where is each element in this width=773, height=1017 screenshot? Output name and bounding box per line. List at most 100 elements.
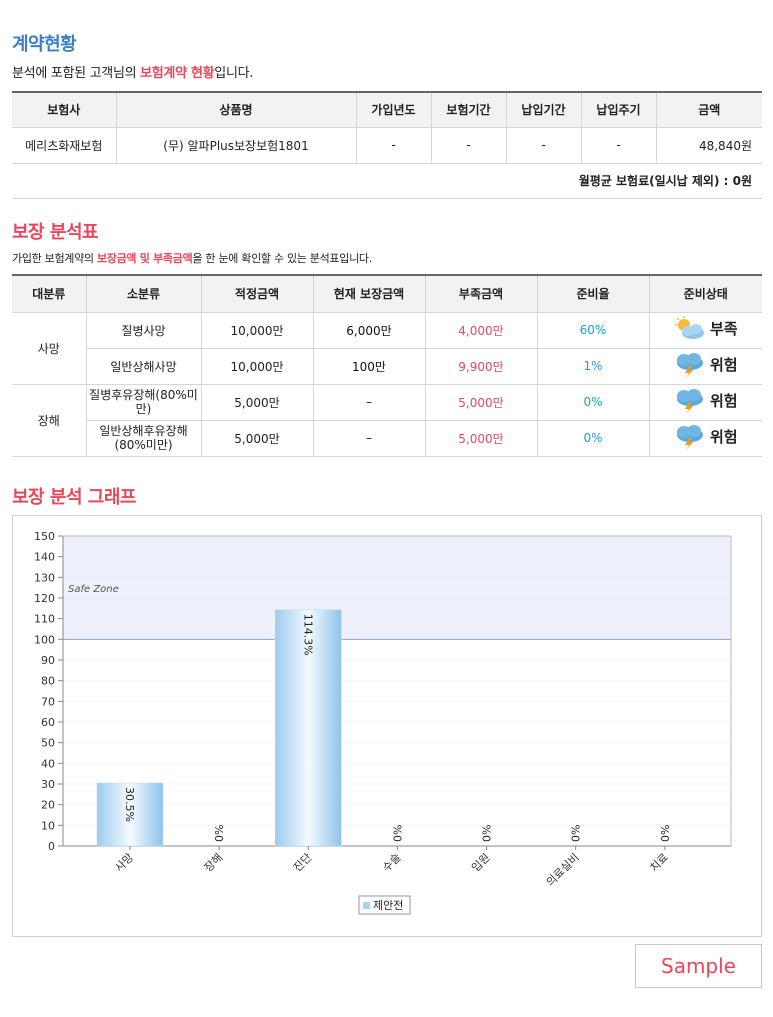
header-amount: 금액 — [656, 91, 762, 128]
cell-shortage: 4,000만 — [424, 311, 538, 349]
cell-ratio: 0% — [536, 419, 650, 457]
cell-shortage: 5,000만 — [424, 419, 538, 457]
header-shortage-amount: 부족금액 — [424, 274, 538, 313]
safe-zone-band — [63, 536, 731, 640]
cell-subcategory: 질병후유장해(80%미만) — [85, 383, 202, 421]
y-tick-label: 0 — [48, 840, 55, 853]
header-status: 준비상태 — [648, 274, 762, 313]
x-tick-label: 의료실비 — [544, 851, 582, 889]
bar-value-label: 30.5% — [123, 787, 136, 822]
legend-box — [358, 895, 411, 915]
bar-value-label: 114.3% — [301, 614, 314, 656]
table-row: 일반상해후유장해(80%미만) 5,000만 – 5,000만 0% 위험 — [12, 419, 762, 457]
cell-shortage: 5,000만 — [424, 383, 538, 421]
bar — [275, 609, 342, 847]
cell-subcategory: 질병사망 — [85, 311, 202, 349]
cell-current: 100만 — [312, 347, 426, 385]
thunderstorm-icon — [676, 424, 703, 450]
y-tick-label: 120 — [34, 592, 55, 605]
header-product: 상품명 — [116, 91, 357, 128]
cell-product: (무) 알파Plus보장보험1801 — [115, 126, 357, 164]
table-row: 장해 질병후유장해(80%미만) 5,000만 – 5,000만 0% 위험 — [12, 383, 762, 457]
y-tick-label: 140 — [34, 551, 55, 564]
y-tick-label: 100 — [34, 633, 55, 646]
safe-zone-label: Safe Zone — [68, 584, 119, 595]
cell-proper: 10,000만 — [200, 347, 314, 385]
y-tick-label: 110 — [34, 613, 55, 626]
cell-status: 부족 — [648, 311, 762, 349]
analysis-intro: 가입한 보험계약의 보장금액 및 부족금액을 한 눈에 확인할 수 있는 분석표… — [12, 252, 372, 265]
contract-table: 보험사 상품명 가입년도 보험기간 납입기간 납입주기 금액 메리츠화재보험 (… — [12, 91, 762, 164]
x-tick-label: 사망 — [113, 851, 137, 875]
status-label: 위험 — [709, 392, 738, 410]
x-tick-label: 입원 — [469, 851, 493, 875]
y-tick-label: 90 — [41, 654, 55, 667]
cell-category: 장해 — [12, 383, 87, 457]
header-payment-cycle: 납입주기 — [581, 91, 657, 128]
cell-amount: 48,840원 — [655, 126, 762, 164]
cell-ratio: 0% — [536, 383, 650, 421]
sample-button[interactable]: Sample — [635, 944, 762, 988]
header-insurer: 보험사 — [12, 91, 117, 128]
cell-current: 6,000만 — [312, 311, 426, 349]
y-tick-label: 30 — [41, 778, 55, 791]
header-ratio: 준비율 — [536, 274, 650, 313]
contract-intro: 분석에 포함된 고객님의 보험계약 현황입니다. — [12, 66, 254, 81]
header-proper-amount: 적정금액 — [200, 274, 314, 313]
cell-proper: 10,000만 — [200, 311, 314, 349]
coverage-chart-svg: Safe Zone 0 10 20 30 40 50 60 70 80 90 100 110 120 130… — [34, 530, 732, 915]
monthly-premium: 월평균 보험료(일시납 제외) : 0원 — [12, 163, 762, 199]
contract-section-title: 계약현황 — [12, 34, 77, 55]
table-row: 일반상해사망 10,000만 100만 9,900만 1% 위험 — [12, 347, 762, 385]
cell-insurer: 메리츠화재보험 — [12, 126, 117, 164]
cell-ratio: 60% — [536, 311, 650, 349]
bar-value-label: 0% — [659, 825, 672, 842]
legend-swatch — [363, 902, 370, 909]
cell-payment-period: - — [505, 126, 582, 164]
status-label: 위험 — [709, 428, 738, 446]
cell-status: 위험 — [648, 419, 762, 457]
y-tick-label: 60 — [41, 716, 55, 729]
analysis-section-title: 보장 분석표 — [12, 222, 99, 243]
y-tick-label: 130 — [34, 571, 55, 584]
cell-shortage: 9,900만 — [424, 347, 538, 385]
thunderstorm-icon — [676, 388, 703, 414]
header-subcategory: 소분류 — [85, 274, 202, 313]
y-tick-label: 70 — [41, 695, 55, 708]
cell-status: 위험 — [648, 347, 762, 385]
x-tick-label: 진단 — [291, 851, 315, 875]
bar — [96, 782, 164, 847]
table-row: 사망 질병사망 10,000만 6,000만 4,000만 60% 부족 — [12, 311, 762, 385]
cell-subcategory: 일반상해사망 — [85, 347, 202, 385]
cell-current: – — [312, 383, 426, 421]
cell-payment-cycle: - — [580, 126, 657, 164]
header-insurance-period: 보험기간 — [431, 91, 507, 128]
y-tick-label: 150 — [34, 530, 55, 543]
legend-label: 제안전 — [373, 899, 403, 912]
analysis-table: 대분류 소분류 적정금액 현재 보장금액 부족금액 준비율 준비상태 사망 질병… — [12, 274, 762, 457]
cell-join-year: - — [355, 126, 432, 164]
cell-current: – — [312, 419, 426, 457]
y-tick-label: 40 — [41, 757, 55, 770]
y-tick-label: 50 — [41, 737, 55, 750]
contract-header-row: 보험사 상품명 가입년도 보험기간 납입기간 납입주기 금액 — [12, 91, 762, 128]
cell-status: 위험 — [648, 383, 762, 421]
cell-category: 사망 — [12, 311, 87, 385]
cell-insurance-period: - — [430, 126, 507, 164]
bar-value-label: 0% — [391, 825, 404, 842]
cell-proper: 5,000만 — [200, 383, 314, 421]
cell-ratio: 1% — [536, 347, 650, 385]
cell-subcategory: 일반상해후유장해(80%미만) — [85, 419, 202, 457]
cloudy-sun-icon — [674, 315, 704, 339]
thunderstorm-icon — [676, 352, 703, 378]
header-current-amount: 현재 보장금액 — [312, 274, 426, 313]
bar-value-label: 0% — [213, 825, 226, 842]
status-label: 위험 — [709, 356, 738, 374]
bar-value-label: 0% — [481, 825, 494, 842]
x-tick-label: 수술 — [380, 851, 404, 875]
x-tick-label: 치료 — [647, 851, 671, 875]
y-tick-label: 80 — [41, 675, 55, 688]
status-label: 부족 — [709, 320, 738, 338]
y-tick-label: 10 — [41, 819, 55, 832]
header-join-year: 가입년도 — [356, 91, 432, 128]
